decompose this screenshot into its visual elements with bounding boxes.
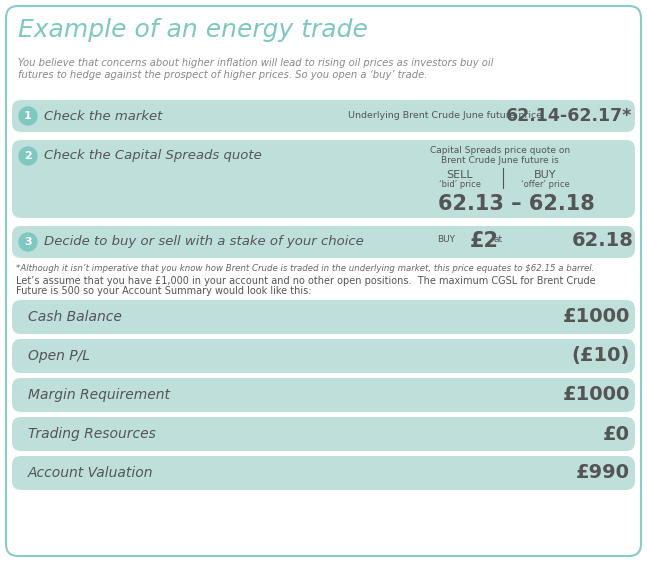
Text: *Although it isn’t imperative that you know how Brent Crude is traded in the und: *Although it isn’t imperative that you k… [16, 264, 595, 273]
Text: Capital Spreads price quote on: Capital Spreads price quote on [430, 146, 570, 155]
FancyBboxPatch shape [12, 140, 635, 218]
FancyBboxPatch shape [12, 100, 635, 132]
FancyBboxPatch shape [12, 226, 635, 258]
Circle shape [19, 107, 37, 125]
Text: Underlying Brent Crude June future price: Underlying Brent Crude June future price [348, 111, 542, 120]
Text: Decide to buy or sell with a stake of your choice: Decide to buy or sell with a stake of yo… [44, 235, 364, 248]
Text: Open P/L: Open P/L [28, 349, 90, 363]
Circle shape [19, 147, 37, 165]
Text: £2: £2 [470, 231, 499, 251]
FancyBboxPatch shape [12, 300, 635, 334]
Text: ‘offer’ price: ‘offer’ price [521, 180, 569, 189]
Text: Check the Capital Spreads quote: Check the Capital Spreads quote [44, 149, 262, 162]
Text: Future is 500 so your Account Summary would look like this:: Future is 500 so your Account Summary wo… [16, 286, 311, 296]
Text: Margin Requirement: Margin Requirement [28, 388, 170, 402]
Text: at: at [493, 235, 502, 244]
Text: 1: 1 [24, 111, 32, 121]
Text: 62.14-62.17*: 62.14-62.17* [505, 107, 632, 125]
Text: Brent Crude June future is: Brent Crude June future is [441, 156, 559, 165]
Text: 62.13 – 62.18: 62.13 – 62.18 [438, 194, 595, 214]
Text: futures to hedge against the prospect of higher prices. So you open a ‘buy’ trad: futures to hedge against the prospect of… [18, 70, 428, 80]
Text: £0: £0 [603, 424, 630, 443]
Text: BUY: BUY [437, 235, 455, 244]
Text: You believe that concerns about higher inflation will lead to rising oil prices : You believe that concerns about higher i… [18, 58, 494, 68]
Text: 2: 2 [24, 151, 32, 161]
Text: (£10): (£10) [572, 347, 630, 365]
Text: £990: £990 [576, 464, 630, 483]
Text: BUY: BUY [534, 170, 556, 180]
Text: Account Valuation: Account Valuation [28, 466, 153, 480]
Text: Let’s assume that you have £1,000 in your account and no other open positions.  : Let’s assume that you have £1,000 in you… [16, 276, 596, 286]
Text: £1000: £1000 [563, 386, 630, 405]
FancyBboxPatch shape [12, 378, 635, 412]
Text: Trading Resources: Trading Resources [28, 427, 156, 441]
FancyBboxPatch shape [12, 456, 635, 490]
Text: £1000: £1000 [563, 307, 630, 327]
Text: ‘bid’ price: ‘bid’ price [439, 180, 481, 189]
Text: 3: 3 [24, 237, 32, 247]
FancyBboxPatch shape [12, 417, 635, 451]
Text: 62.18: 62.18 [572, 232, 634, 251]
Text: SELL: SELL [446, 170, 474, 180]
Text: Example of an energy trade: Example of an energy trade [18, 18, 368, 42]
Text: Cash Balance: Cash Balance [28, 310, 122, 324]
FancyBboxPatch shape [12, 339, 635, 373]
Text: Check the market: Check the market [44, 110, 162, 123]
FancyBboxPatch shape [6, 6, 641, 556]
Circle shape [19, 233, 37, 251]
